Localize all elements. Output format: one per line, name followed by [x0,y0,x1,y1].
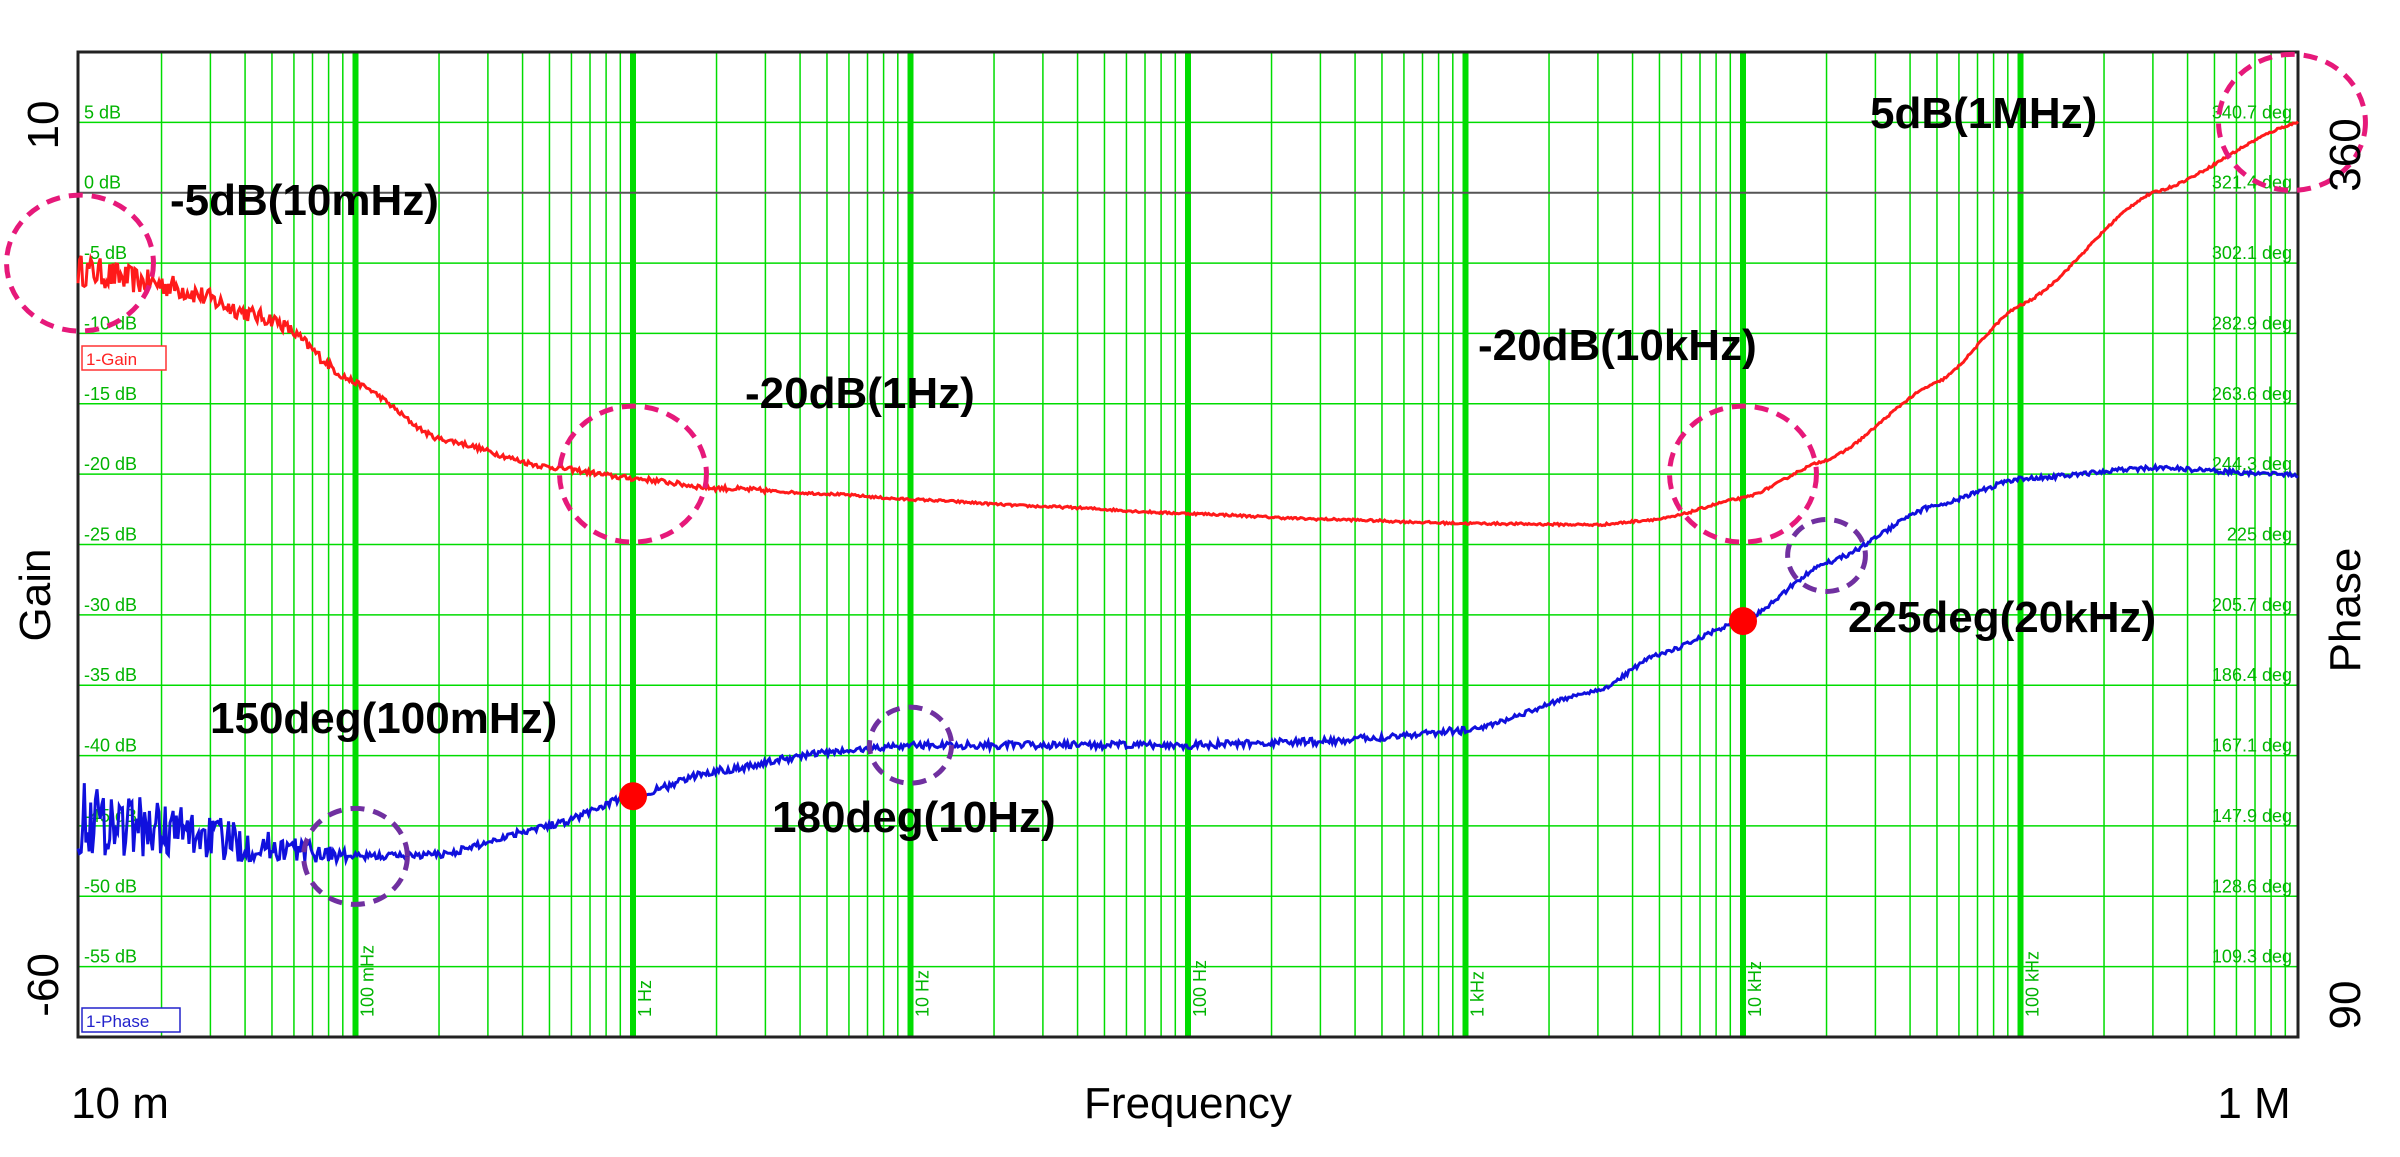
x-axis-title: Frequency [1084,1079,1292,1128]
series-1-Gain [76,120,2300,528]
gain-tick-label: -55 dB [84,947,137,967]
phase-tick-label: 109.3 deg [2212,947,2292,967]
frequency-tick-label: 1 kHz [1468,971,1488,1017]
legend-phase-label: 1-Phase [86,1012,149,1031]
frequency-tick-labels: 100 mHz 1 Hz 10 Hz 100 Hz 1 kHz 10 kHz 100 kHz [358,945,2043,1017]
annotation-label: -20dB(10kHz) [1478,321,1757,370]
legend-phase: 1-Phase [81,1007,181,1033]
legend-gain-box [81,345,167,371]
phase-tick-label: 128.6 deg [2212,876,2292,896]
gain-tick-label: 5 dB [84,102,121,122]
frequency-tick-label: 100 mHz [358,945,378,1017]
series-1-Phase [76,462,2299,868]
annotation-label: -20dB(1Hz) [745,369,975,418]
gain-tick-label: -25 dB [84,525,137,545]
x-axis-left-label: 10 m [71,1079,169,1128]
annotation-circle [557,403,709,545]
plot-frame [76,50,2300,1039]
gain-axis-max: 10 [19,101,68,150]
phase-tick-label: 147.9 deg [2212,806,2292,826]
frequency-tick-label: 100 Hz [1190,960,1210,1017]
annotation-circle [1667,403,1819,545]
legend-gain: 1-Gain [81,345,167,371]
annotation-circle [1785,516,1868,594]
phase-tick-label: 205.7 deg [2212,595,2292,615]
axis-labels: Gain 10 -60 Phase 360 90 10 m Frequency 1 M [11,101,2370,1128]
phase-tick-labels: 340.7 deg 321.4 deg 302.1 deg 282.9 deg 263.… [2212,102,2292,966]
annotation-circle [301,805,410,907]
series-layer [76,120,2300,868]
annotation-circle [866,704,955,786]
annotation-circle [2216,51,2368,193]
gain-tick-labels: 5 dB0 dB-5 dB-10 dB-15 dB-20 dB-25 dB-30… [84,102,137,966]
phase-tick-label: 225 deg [2227,525,2292,545]
gain-axis-min: -60 [19,953,68,1017]
annotation-label: 150deg(100mHz) [210,694,557,743]
gain-tick-label: -40 dB [84,736,137,756]
gain-tick-label: 0 dB [84,173,121,193]
gain-tick-label: -5 dB [84,243,127,263]
data-markers [619,607,1757,811]
x-axis-right-label: 1 M [2217,1079,2290,1128]
annotation-circle [4,192,156,334]
gain-tick-label: -30 dB [84,595,137,615]
phase-tick-label: 263.6 deg [2212,384,2292,404]
phase-marker [1729,607,1757,636]
legend-phase-box [81,1007,181,1033]
frequency-tick-label: 10 Hz [913,970,933,1017]
gain-tick-label: -50 dB [84,876,137,896]
legend: 1-Gain 1-Phase [81,345,181,1033]
phase-tick-label: 167.1 deg [2212,736,2292,756]
phase-axis-label: Phase [2321,548,2370,673]
phase-axis-max: 360 [2321,118,2370,191]
frequency-tick-label: 1 Hz [635,980,655,1017]
annotation-label: 5dB(1MHz) [1870,89,2097,138]
phase-tick-label: 186.4 deg [2212,665,2292,685]
annotation-labels: 5dB(1MHz) -5dB(10mHz) -20dB(1Hz) -20dB(10kH… [170,89,2156,842]
annotation-circles [4,51,2368,907]
plot-grid [76,50,2300,1039]
phase-axis-min: 90 [2321,981,2370,1030]
frequency-tick-label: 10 kHz [1745,961,1765,1017]
phase-tick-label: 282.9 deg [2212,313,2292,333]
frequency-tick-label: 100 kHz [2023,951,2043,1017]
gain-tick-label: -35 dB [84,665,137,685]
phase-tick-label: 321.4 deg [2212,173,2292,193]
phase-tick-label: 340.7 deg [2212,102,2292,122]
legend-gain-label: 1-Gain [86,350,137,369]
gain-axis-label: Gain [11,549,60,642]
phase-marker [619,782,647,811]
annotation-label: 225deg(20kHz) [1848,593,2156,642]
gain-tick-label: -20 dB [84,454,137,474]
gain-tick-label: -15 dB [84,384,137,404]
phase-tick-label: 302.1 deg [2212,243,2292,263]
annotation-label: -5dB(10mHz) [170,176,439,225]
annotation-label: 180deg(10Hz) [772,793,1056,842]
